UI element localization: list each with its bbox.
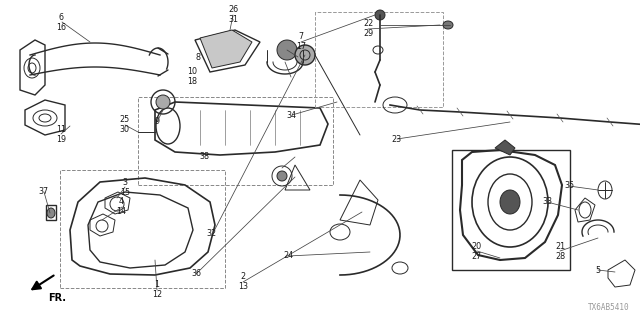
Polygon shape: [495, 140, 515, 155]
Text: 25
30: 25 30: [120, 115, 130, 134]
Text: 36: 36: [191, 269, 202, 278]
Text: 20
27: 20 27: [472, 242, 482, 261]
Ellipse shape: [277, 171, 287, 181]
Text: 3
15: 3 15: [120, 178, 130, 197]
Text: 33: 33: [542, 197, 552, 206]
Bar: [452, 150, 570, 270]
Text: 5: 5: [596, 266, 601, 275]
Ellipse shape: [47, 208, 55, 218]
Text: 4
14: 4 14: [116, 197, 127, 216]
Ellipse shape: [156, 95, 170, 109]
Text: 34: 34: [286, 111, 296, 120]
Text: 8: 8: [196, 53, 201, 62]
Text: 11
19: 11 19: [56, 125, 66, 144]
Text: 23: 23: [392, 135, 402, 144]
Text: 6
16: 6 16: [56, 13, 66, 32]
Text: 21
28: 21 28: [555, 242, 565, 261]
Ellipse shape: [443, 21, 453, 29]
Ellipse shape: [375, 10, 385, 20]
Text: 10
18: 10 18: [187, 67, 197, 86]
Text: 37: 37: [38, 188, 49, 196]
Text: 35: 35: [564, 181, 575, 190]
Text: 22
29: 22 29: [363, 19, 373, 38]
Ellipse shape: [277, 40, 297, 60]
Text: 2
13: 2 13: [238, 272, 248, 291]
Bar: [315, 12, 443, 107]
Text: 38: 38: [200, 152, 210, 161]
Text: 7
17: 7 17: [296, 32, 306, 51]
Text: 1
12: 1 12: [152, 280, 162, 299]
Text: 32: 32: [206, 229, 216, 238]
Ellipse shape: [500, 190, 520, 214]
Text: 24: 24: [283, 252, 293, 260]
Ellipse shape: [295, 45, 315, 65]
Text: FR.: FR.: [48, 293, 66, 303]
Text: TX6AB5410: TX6AB5410: [588, 303, 630, 312]
Polygon shape: [200, 30, 252, 68]
Bar: [60, 170, 225, 288]
Text: 26
31: 26 31: [228, 5, 239, 24]
Text: 9: 9: [154, 117, 159, 126]
Bar: [138, 97, 333, 185]
